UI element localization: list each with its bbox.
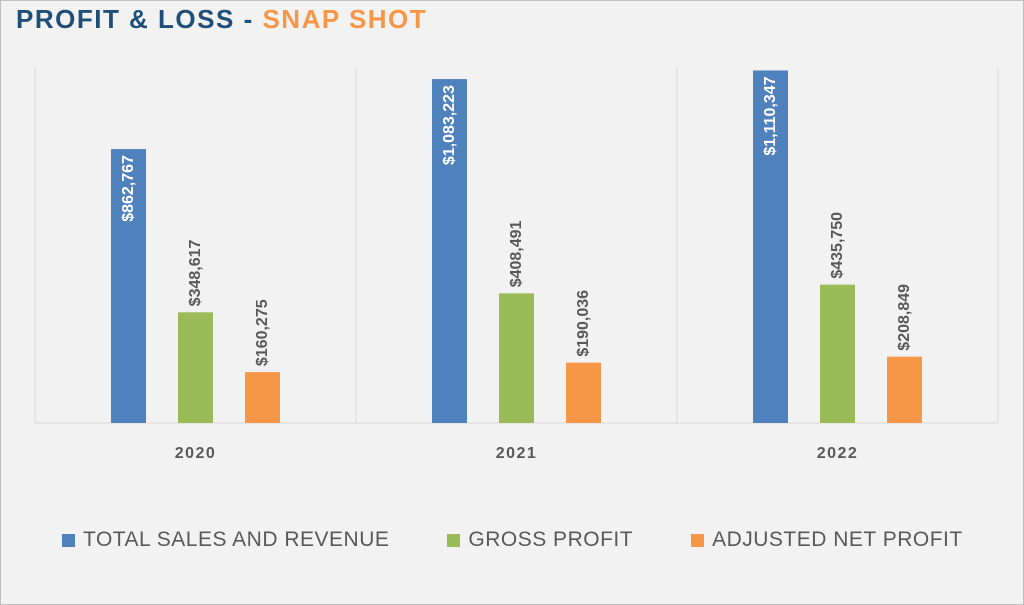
- bar-gross-profit-2022[interactable]: [820, 284, 855, 423]
- chart-legend: TOTAL SALES AND REVENUE GROSS PROFIT ADJUS…: [62, 528, 963, 552]
- bar-total-sales-and-revenue-2020[interactable]: [111, 149, 146, 423]
- legend-swatch: [691, 533, 705, 547]
- data-label: $160,275: [254, 299, 271, 366]
- bar-gross-profit-2021[interactable]: [499, 293, 534, 423]
- legend-item[interactable]: TOTAL SALES AND REVENUE: [62, 528, 389, 552]
- bar-adjusted-net-profit-2021[interactable]: [566, 362, 601, 423]
- chart-title: PROFIT & LOSS - SNAP SHOT: [16, 4, 427, 35]
- title-accent: SNAP SHOT: [262, 4, 428, 34]
- data-label: $208,849: [896, 284, 913, 351]
- legend-item[interactable]: ADJUSTED NET PROFIT: [691, 528, 963, 552]
- data-label: $190,036: [575, 290, 592, 357]
- legend-item[interactable]: GROSS PROFIT: [447, 528, 633, 552]
- data-label: $348,617: [187, 239, 204, 306]
- data-label: $862,767: [120, 155, 137, 222]
- bar-total-sales-and-revenue-2022[interactable]: [753, 70, 788, 423]
- data-label: $1,083,223: [441, 85, 458, 165]
- category-label: 2020: [175, 445, 217, 462]
- data-label: $435,750: [829, 212, 846, 279]
- bar-total-sales-and-revenue-2021[interactable]: [432, 79, 467, 424]
- legend-label: TOTAL SALES AND REVENUE: [83, 528, 390, 551]
- category-label: 2021: [496, 445, 538, 462]
- bar-adjusted-net-profit-2020[interactable]: [245, 372, 280, 423]
- title-primary: PROFIT & LOSS -: [16, 4, 263, 34]
- bar-adjusted-net-profit-2022[interactable]: [887, 356, 922, 423]
- legend-swatch: [62, 533, 75, 547]
- category-label: 2022: [817, 445, 859, 462]
- legend-swatch: [447, 533, 461, 547]
- legend-label: GROSS PROFIT: [468, 528, 634, 551]
- data-label: $408,491: [508, 220, 525, 287]
- bar-gross-profit-2020[interactable]: [178, 312, 213, 423]
- legend-label: ADJUSTED NET PROFIT: [712, 528, 963, 551]
- data-label: $1,110,347: [762, 76, 779, 155]
